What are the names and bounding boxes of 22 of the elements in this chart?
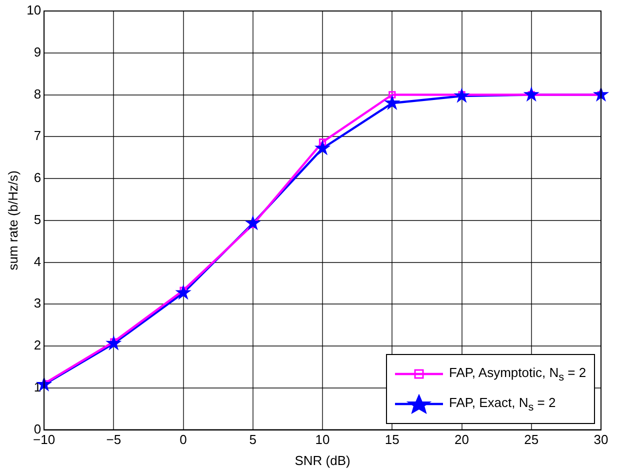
y-tick-label: 1 xyxy=(34,380,42,394)
y-tick-label: 5 xyxy=(34,212,42,227)
legend-label: FAP, Exact, N$_{s}$ = 2 xyxy=(449,394,556,414)
x-tick-label: 10 xyxy=(315,432,330,448)
y-tick-label: 7 xyxy=(34,128,42,144)
y-tick-label: 8 xyxy=(34,86,42,102)
x-tick-label: 20 xyxy=(454,432,469,448)
y-tick-label: 4 xyxy=(34,254,42,269)
x-tick-label: 5 xyxy=(249,432,257,448)
y-tick-label: 9 xyxy=(34,44,42,60)
legend-label: FAP, Asymptotic, N$_{s}$ = 2 xyxy=(449,364,586,384)
x-tick-label: 30 xyxy=(594,432,608,448)
y-tick-label: 3 xyxy=(34,296,42,311)
x-tick-label: −5 xyxy=(106,432,122,448)
x-tick-label: 25 xyxy=(524,432,539,448)
x-tick-label: 0 xyxy=(180,432,187,448)
x-tick-label: 15 xyxy=(384,432,400,448)
y-axis-title: sum rate (b/Hz/s) xyxy=(5,170,20,270)
y-tick-label: 10 xyxy=(26,2,42,18)
x-axis-title: SNR (dB) xyxy=(294,452,350,468)
y-tick-label: 2 xyxy=(34,338,42,353)
y-tick-label: 6 xyxy=(34,170,42,186)
